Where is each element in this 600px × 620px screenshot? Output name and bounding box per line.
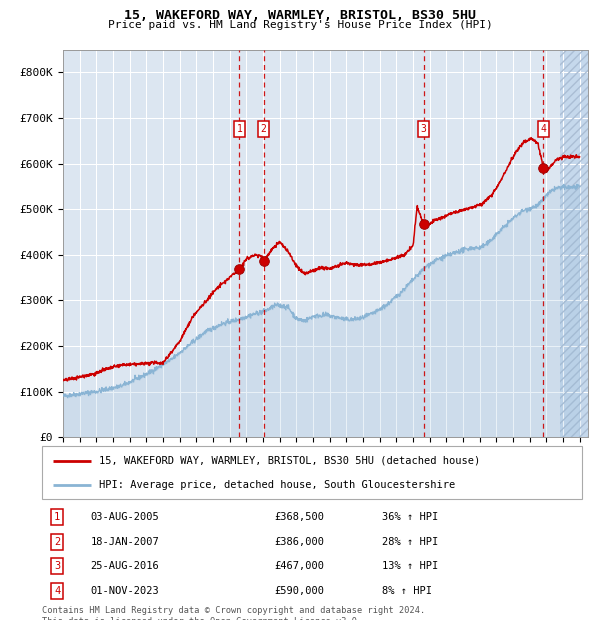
Text: £368,500: £368,500 — [274, 512, 324, 522]
Text: 1: 1 — [236, 124, 242, 134]
Text: £386,000: £386,000 — [274, 536, 324, 547]
Text: 13% ↑ HPI: 13% ↑ HPI — [382, 561, 439, 571]
Text: 18-JAN-2007: 18-JAN-2007 — [91, 536, 160, 547]
Text: HPI: Average price, detached house, South Gloucestershire: HPI: Average price, detached house, Sout… — [98, 480, 455, 490]
Text: 3: 3 — [54, 561, 60, 571]
Text: 28% ↑ HPI: 28% ↑ HPI — [382, 536, 439, 547]
Text: 3: 3 — [421, 124, 427, 134]
Text: 03-AUG-2005: 03-AUG-2005 — [91, 512, 160, 522]
Text: £467,000: £467,000 — [274, 561, 324, 571]
Text: 2: 2 — [54, 536, 60, 547]
Text: 2: 2 — [261, 124, 266, 134]
Text: 25-AUG-2016: 25-AUG-2016 — [91, 561, 160, 571]
Text: 15, WAKEFORD WAY, WARMLEY, BRISTOL, BS30 5HU: 15, WAKEFORD WAY, WARMLEY, BRISTOL, BS30… — [124, 9, 476, 22]
Text: Price paid vs. HM Land Registry's House Price Index (HPI): Price paid vs. HM Land Registry's House … — [107, 20, 493, 30]
Text: £590,000: £590,000 — [274, 586, 324, 596]
Text: 15, WAKEFORD WAY, WARMLEY, BRISTOL, BS30 5HU (detached house): 15, WAKEFORD WAY, WARMLEY, BRISTOL, BS30… — [98, 456, 480, 466]
Text: 4: 4 — [54, 586, 60, 596]
FancyBboxPatch shape — [42, 446, 582, 499]
Bar — [560, 50, 588, 437]
Text: 01-NOV-2023: 01-NOV-2023 — [91, 586, 160, 596]
Text: Contains HM Land Registry data © Crown copyright and database right 2024.
This d: Contains HM Land Registry data © Crown c… — [42, 606, 425, 620]
Bar — [560, 50, 588, 437]
Text: 8% ↑ HPI: 8% ↑ HPI — [382, 586, 432, 596]
Text: 36% ↑ HPI: 36% ↑ HPI — [382, 512, 439, 522]
Text: 4: 4 — [541, 124, 547, 134]
Text: 1: 1 — [54, 512, 60, 522]
